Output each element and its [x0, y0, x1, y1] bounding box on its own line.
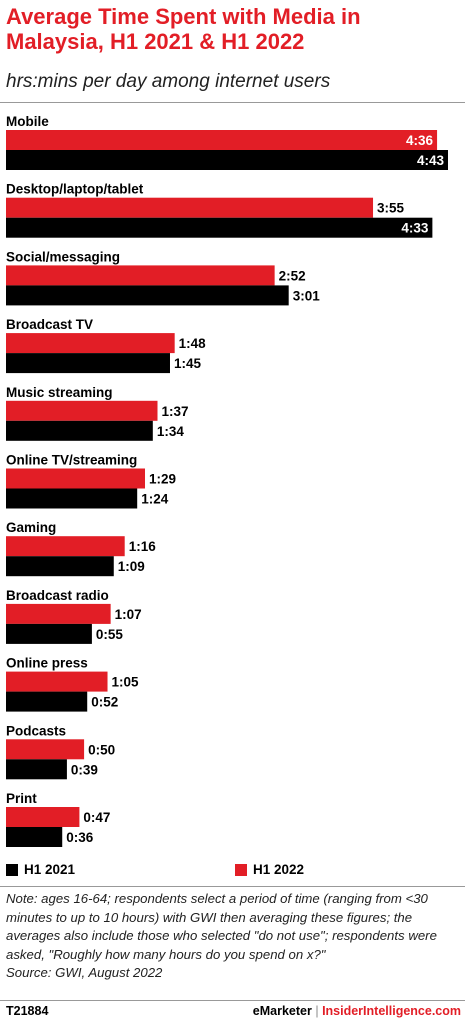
value-label-social-messaging-h1-2021: 3:01: [293, 288, 321, 303]
bar-online-press-h1-2021: [6, 691, 88, 712]
bar-online-tv-streaming-h1-2021: [6, 488, 138, 509]
legend-label-h1-2021: H1 2021: [24, 862, 76, 877]
value-label-desktop-laptop-tablet-h1-2021: 4:33: [401, 221, 429, 236]
category-label-podcasts: Podcasts: [6, 723, 66, 738]
source-text: Source: GWI, August 2022: [6, 965, 163, 980]
bar-desktop-laptop-tablet-h1-2021: [6, 217, 433, 238]
bar-social-messaging-h1-2022: [6, 265, 275, 286]
divider-notes: [0, 886, 465, 887]
value-label-broadcast-tv-h1-2022: 1:48: [179, 336, 207, 351]
bar-gaming-h1-2021: [6, 556, 114, 577]
value-label-podcasts-h1-2022: 0:50: [88, 742, 115, 757]
legend-item-h1-2021: H1 2021: [6, 862, 75, 877]
category-label-desktop-laptop-tablet: Desktop/laptop/tablet: [6, 182, 144, 197]
value-label-print-h1-2022: 0:47: [83, 810, 110, 825]
bar-music-streaming-h1-2021: [6, 420, 153, 441]
value-label-gaming-h1-2022: 1:16: [129, 539, 157, 554]
value-label-music-streaming-h1-2022: 1:37: [161, 404, 188, 419]
bar-online-tv-streaming-h1-2022: [6, 468, 146, 489]
value-label-broadcast-radio-h1-2021: 0:55: [96, 627, 124, 642]
brand-separator: |: [315, 1004, 319, 1018]
value-label-music-streaming-h1-2021: 1:34: [157, 424, 185, 439]
bar-print-h1-2022: [6, 807, 80, 827]
legend-item-h1-2022: H1 2022: [235, 862, 304, 877]
category-label-online-tv-streaming: Online TV/streaming: [6, 453, 137, 468]
value-label-gaming-h1-2021: 1:09: [118, 559, 145, 574]
category-label-broadcast-tv: Broadcast TV: [6, 317, 93, 332]
bar-print-h1-2021: [6, 827, 63, 847]
note-text: Note: ages 16-64; respondents select a p…: [6, 891, 437, 962]
bar-broadcast-radio-h1-2022: [6, 603, 111, 624]
bar-chart: Mobile 4:36 4:43 Desktop/laptop/tablet 3:55 4…: [6, 114, 448, 847]
category-label-music-streaming: Music streaming: [6, 385, 113, 400]
category-label-mobile: Mobile: [6, 114, 49, 129]
category-label-print: Print: [6, 791, 37, 806]
bar-podcasts-h1-2022: [6, 739, 85, 760]
chart-title: Average Time Spent with Media in Malaysi…: [6, 4, 361, 54]
notes: Note: ages 16-64; respondents select a p…: [6, 890, 458, 983]
bar-podcasts-h1-2021: [6, 759, 67, 780]
value-label-broadcast-tv-h1-2021: 1:45: [174, 356, 202, 371]
bar-desktop-laptop-tablet-h1-2022: [6, 197, 374, 218]
bar-online-press-h1-2022: [6, 671, 108, 692]
category-label-broadcast-radio: Broadcast radio: [6, 588, 109, 603]
bar-broadcast-tv-h1-2021: [6, 353, 170, 374]
category-label-social-messaging: Social/messaging: [6, 249, 120, 264]
bar-broadcast-tv-h1-2022: [6, 333, 175, 354]
value-label-social-messaging-h1-2022: 2:52: [279, 268, 306, 283]
bar-mobile-h1-2022: [6, 130, 438, 150]
value-label-mobile-h1-2022: 4:36: [406, 133, 434, 148]
value-label-online-tv-streaming-h1-2021: 1:24: [141, 492, 169, 507]
value-label-podcasts-h1-2021: 0:39: [71, 762, 98, 777]
brand: eMarketer | InsiderIntelligence.com: [253, 1004, 461, 1018]
brand-emarketer: eMarketer: [252, 1004, 312, 1018]
bar-gaming-h1-2022: [6, 536, 125, 557]
legend-swatch-h1-2022: [235, 863, 247, 876]
bar-broadcast-radio-h1-2021: [6, 623, 92, 644]
bar-social-messaging-h1-2021: [6, 285, 289, 306]
brand-insiderintelligence: InsiderIntelligence.com: [322, 1004, 461, 1018]
divider-footer: [0, 1000, 465, 1001]
chart-id: T21884: [6, 1004, 49, 1018]
value-label-mobile-h1-2021: 4:43: [417, 153, 445, 168]
chart-subtitle: hrs:mins per day among internet users: [6, 71, 331, 92]
divider-top: [0, 102, 465, 103]
value-label-print-h1-2021: 0:36: [66, 830, 94, 845]
legend-swatch-h1-2021: [6, 863, 18, 876]
bar-mobile-h1-2021: [6, 150, 448, 170]
category-label-gaming: Gaming: [6, 520, 56, 535]
value-label-online-tv-streaming-h1-2022: 1:29: [149, 472, 176, 487]
legend-label-h1-2022: H1 2022: [253, 862, 305, 877]
value-label-online-press-h1-2022: 1:05: [112, 675, 140, 690]
category-label-online-press: Online press: [6, 656, 88, 671]
value-label-desktop-laptop-tablet-h1-2022: 3:55: [377, 201, 405, 216]
value-label-broadcast-radio-h1-2022: 1:07: [115, 607, 142, 622]
value-label-online-press-h1-2021: 0:52: [91, 695, 118, 710]
bar-music-streaming-h1-2022: [6, 400, 158, 421]
